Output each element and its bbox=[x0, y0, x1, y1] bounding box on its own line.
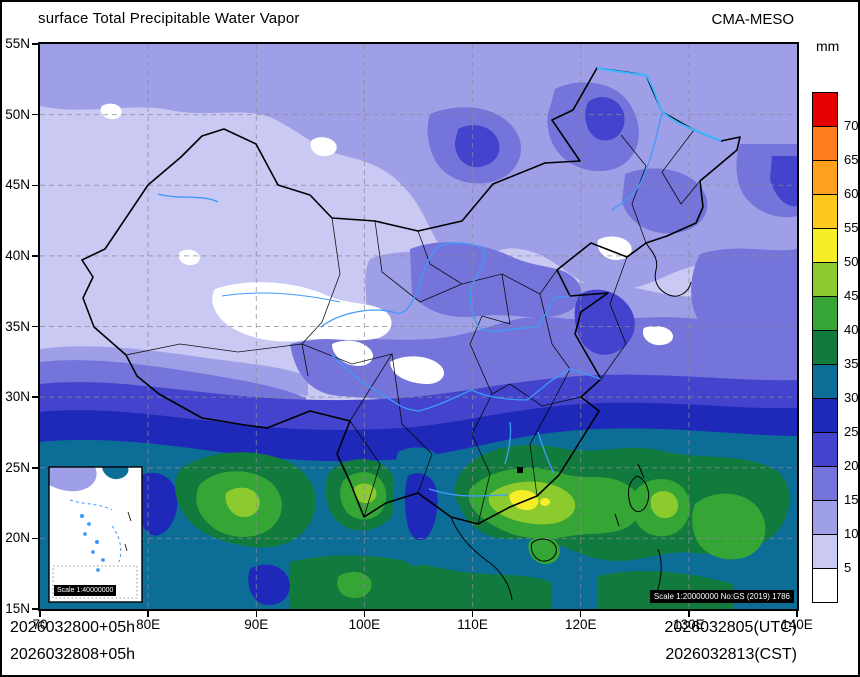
colorbar-cell bbox=[812, 500, 838, 535]
page-title: surface Total Precipitable Water Vapor bbox=[38, 10, 300, 27]
fill-trough bbox=[392, 447, 450, 566]
colorbar-tick-label: 5 bbox=[844, 560, 852, 575]
y-axis-tick-label: 35N bbox=[5, 318, 30, 334]
fill-pockets-dark-blue bbox=[137, 472, 290, 605]
map-scale-badge: Scale 1:20000000 No:GS (2019) 1786 bbox=[649, 590, 794, 603]
inset-scale-badge: Scale 1:40000000 bbox=[54, 585, 117, 596]
y-axis-tick-label: 15N bbox=[5, 601, 30, 616]
colorbar-tick-label: 25 bbox=[844, 424, 859, 439]
colorbar-unit-label: mm bbox=[816, 38, 840, 54]
y-axis-tick-label: 30N bbox=[5, 389, 30, 405]
colorbar-tick-label: 20 bbox=[844, 458, 859, 473]
x-axis-tick-label: 90E bbox=[244, 617, 269, 632]
colorbar-cell bbox=[812, 194, 838, 229]
colorbar-cell bbox=[812, 466, 838, 501]
x-axis-tick bbox=[363, 611, 366, 617]
x-axis-tick-label: 140E bbox=[781, 617, 813, 632]
colorbar-cell bbox=[812, 296, 838, 331]
colorbar-cell bbox=[812, 364, 838, 399]
y-axis-tick-label: 40N bbox=[5, 247, 30, 263]
footer-valid-cst: 2026032813(CST) bbox=[665, 646, 797, 663]
x-axis-tick-label: 100E bbox=[348, 617, 381, 632]
y-axis-tick bbox=[32, 467, 38, 469]
x-axis-tick bbox=[796, 611, 798, 617]
colorbar-cell bbox=[812, 92, 838, 127]
y-axis-tick bbox=[32, 113, 38, 116]
x-axis-tick bbox=[579, 611, 582, 617]
x-axis-tick-label: 120E bbox=[564, 617, 597, 632]
colorbar-tick-label: 40 bbox=[844, 322, 859, 337]
country-border bbox=[81, 67, 741, 525]
x-axis-tick-label: 130E bbox=[673, 617, 705, 632]
x-axis-tick-label: 80E bbox=[136, 617, 161, 632]
colorbar-cell bbox=[812, 398, 838, 433]
y-axis-tick bbox=[32, 396, 38, 398]
rivers bbox=[157, 111, 663, 497]
colorbar-tick-label: 15 bbox=[844, 492, 859, 507]
colorbar-cell bbox=[812, 534, 838, 569]
x-axis-tick bbox=[471, 611, 474, 617]
x-axis-tick bbox=[147, 611, 149, 617]
x-axis-tick-label: 70 bbox=[32, 617, 48, 632]
colorbar-cell bbox=[812, 262, 838, 297]
x-axis-tick bbox=[39, 611, 41, 617]
y-axis-tick bbox=[32, 255, 38, 257]
colorbar-cell bbox=[812, 228, 838, 263]
footer-init-cst: 2026032808+05h bbox=[10, 646, 136, 663]
colorbar-tick-label: 45 bbox=[844, 288, 859, 303]
colorbar-cell bbox=[812, 126, 838, 161]
gridlines bbox=[40, 44, 797, 609]
colorbar-tick-label: 65 bbox=[844, 152, 859, 167]
x-axis-tick bbox=[255, 611, 258, 617]
station-marker bbox=[517, 467, 523, 473]
x-axis-tick bbox=[688, 611, 690, 617]
colorbar-cell bbox=[812, 432, 838, 467]
colorbar-cell bbox=[812, 160, 838, 195]
y-axis-tick-label: 25N bbox=[5, 459, 30, 475]
colorbar-tick-label: 50 bbox=[844, 254, 859, 269]
footer-valid-utc: 2026032805(UTC) bbox=[664, 619, 797, 636]
colorbar-tick-label: 70 bbox=[844, 118, 859, 133]
amur-river bbox=[596, 67, 722, 142]
colorbar-tick-label: 10 bbox=[844, 526, 859, 541]
y-axis-tick bbox=[32, 608, 38, 610]
footer-init-utc: 2026032800+05h bbox=[10, 619, 136, 636]
province-borders bbox=[125, 129, 701, 525]
inset-map bbox=[48, 466, 143, 603]
y-axis-tick-label: 45N bbox=[5, 177, 30, 193]
colorbar-tick-label: 35 bbox=[844, 356, 859, 371]
y-axis-tick bbox=[32, 537, 38, 540]
map-plot-area: Scale 1:40000000 Scale 1:20000000 No:GS … bbox=[38, 42, 799, 611]
y-axis-tick bbox=[32, 184, 38, 186]
colorbar-cell bbox=[812, 330, 838, 365]
colorbar-cell bbox=[812, 568, 838, 603]
colorbar-tick-label: 55 bbox=[844, 220, 859, 235]
colorbar-tick-label: 60 bbox=[844, 186, 859, 201]
x-axis-tick-label: 110E bbox=[457, 617, 488, 632]
map-canvas bbox=[40, 44, 797, 609]
colorbar-tick-label: 30 bbox=[844, 390, 859, 405]
y-axis-tick-label: 20N bbox=[5, 530, 30, 546]
y-axis-tick-label: 50N bbox=[5, 106, 30, 122]
y-axis-tick-label: 55N bbox=[5, 36, 30, 51]
y-axis-tick bbox=[32, 43, 38, 45]
model-name: CMA-MESO bbox=[711, 11, 795, 28]
y-axis-tick bbox=[32, 325, 38, 328]
